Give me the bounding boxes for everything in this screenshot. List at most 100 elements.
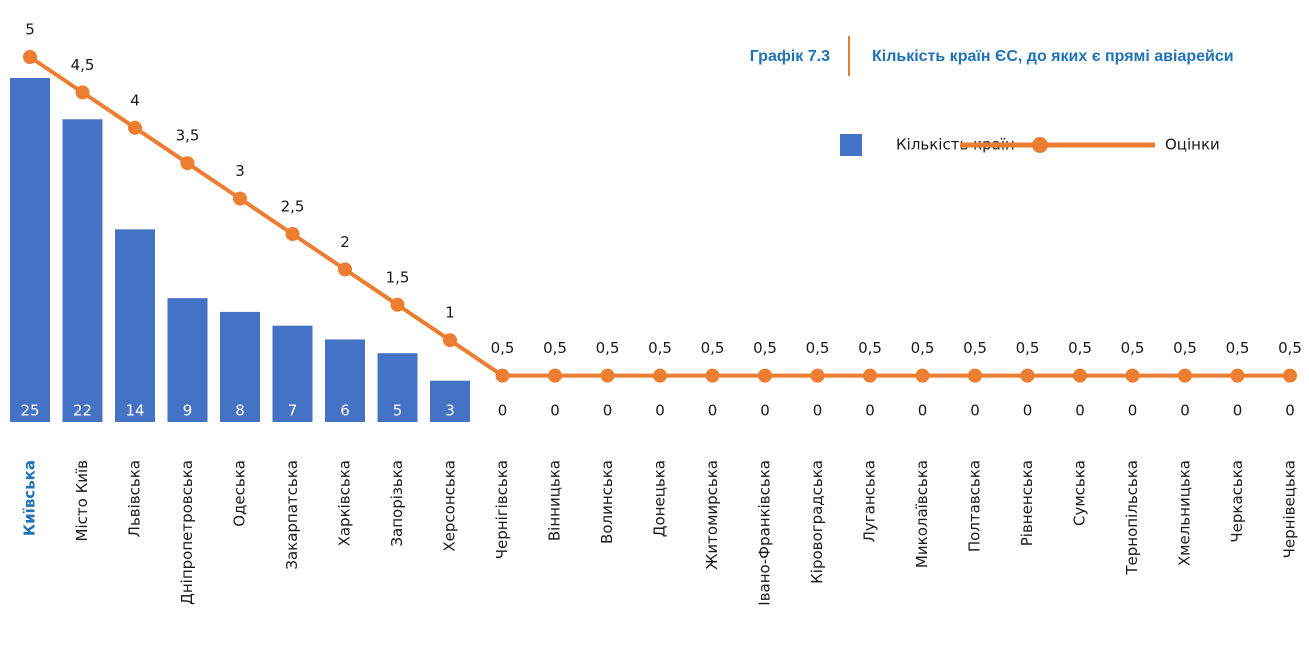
legend-label: Оцінки xyxy=(1165,136,1220,154)
x-tick-label: Житомирська xyxy=(703,460,721,570)
x-tick-label: Львівська xyxy=(126,460,144,537)
x-tick-label: Черкаська xyxy=(1228,460,1246,543)
bar xyxy=(115,229,155,422)
line-point xyxy=(443,333,457,348)
bar-value-label: 8 xyxy=(235,402,245,420)
line-value-label: 0,5 xyxy=(1278,339,1302,357)
line-point xyxy=(23,50,37,64)
line-point xyxy=(75,85,90,100)
x-tick-label: Рівненська xyxy=(1018,460,1036,546)
line-point xyxy=(653,368,667,383)
x-tick-label: Тернопільська xyxy=(1123,460,1141,576)
x-tick-label: Волинська xyxy=(598,460,616,544)
x-tick-label: Сумська xyxy=(1071,460,1089,526)
line-value-label: 0,5 xyxy=(701,339,725,357)
line-point xyxy=(233,191,247,206)
x-tick-label: Полтавська xyxy=(966,460,984,552)
x-tick-label: Хмельницька xyxy=(1176,460,1194,566)
line-value-label: 0,5 xyxy=(596,339,620,357)
bar xyxy=(272,325,313,422)
bar-value-label: 0 xyxy=(708,402,718,420)
bar-value-label: 0 xyxy=(655,402,665,420)
x-tick-label: Харківська xyxy=(336,460,354,546)
line-value-label: 0,5 xyxy=(1016,339,1040,357)
bar-value-label: 0 xyxy=(498,402,508,420)
bar-value-label: 22 xyxy=(73,402,92,420)
x-tick-label: Одеська xyxy=(231,460,249,527)
x-tick-label: Чернівецька xyxy=(1281,460,1299,558)
line-point xyxy=(180,156,195,171)
bar-value-label: 25 xyxy=(20,402,39,420)
line-value-label: 0,5 xyxy=(963,339,987,357)
bar-value-label: 0 xyxy=(1128,402,1138,420)
x-tick-label: Івано-Франківська xyxy=(756,460,774,606)
line-value-label: 0,5 xyxy=(806,339,830,357)
bar-value-label: 7 xyxy=(288,402,298,420)
bar-value-label: 0 xyxy=(865,402,875,420)
bar xyxy=(430,380,470,422)
bar xyxy=(10,78,50,422)
x-tick-label: Луганська xyxy=(861,460,879,542)
line-point xyxy=(548,368,562,383)
line-value-label: 0,5 xyxy=(491,339,515,357)
line-value-label: 4 xyxy=(130,91,140,109)
x-tick-label: Донецька xyxy=(651,460,669,537)
line-value-label: 0,5 xyxy=(858,339,882,357)
line-value-label: 0,5 xyxy=(1121,339,1145,357)
line-value-label: 0,5 xyxy=(543,339,567,357)
bar-value-label: 6 xyxy=(340,402,350,420)
line-point xyxy=(863,368,877,383)
line-value-label: 0,5 xyxy=(1173,339,1197,357)
line-point xyxy=(968,368,982,383)
legend-swatch xyxy=(840,134,862,156)
line-value-label: 2 xyxy=(340,233,350,251)
x-tick-label: Херсонська xyxy=(441,460,459,552)
line-value-label: 0,5 xyxy=(753,339,777,357)
bar-value-label: 9 xyxy=(183,402,193,420)
line-point xyxy=(915,368,930,383)
line-value-label: 3,5 xyxy=(176,127,200,145)
bar-value-label: 5 xyxy=(393,402,403,420)
line-value-label: 2,5 xyxy=(281,198,305,216)
line-point xyxy=(600,368,615,383)
line-point xyxy=(758,368,772,383)
line-point xyxy=(1283,368,1297,383)
line-point xyxy=(495,368,510,383)
line-value-label: 5 xyxy=(25,21,35,39)
bar-value-label: 0 xyxy=(918,402,928,420)
line-point xyxy=(285,227,300,241)
bar-value-label: 14 xyxy=(125,402,144,420)
bar xyxy=(325,339,365,422)
line-value-label: 1 xyxy=(445,304,455,322)
line-point xyxy=(1125,368,1140,383)
bar-value-label: 0 xyxy=(1023,402,1033,420)
line-point xyxy=(1230,368,1245,383)
x-tick-label: Кіровоградська xyxy=(808,460,826,584)
bar xyxy=(167,298,208,422)
bar-value-label: 0 xyxy=(1285,402,1295,420)
line-value-label: 1,5 xyxy=(386,268,410,286)
line-value-label: 4,5 xyxy=(71,56,95,74)
bar-value-label: 0 xyxy=(1233,402,1243,420)
line-point xyxy=(128,120,142,135)
x-tick-label: Чернігівська xyxy=(493,460,511,559)
line-value-label: 3 xyxy=(235,162,245,180)
bar-value-label: 3 xyxy=(445,402,455,420)
x-tick-label: Київська xyxy=(21,460,39,536)
line-value-label: 0,5 xyxy=(911,339,935,357)
bar-value-label: 0 xyxy=(1180,402,1190,420)
bar xyxy=(220,311,260,422)
line xyxy=(28,55,1290,378)
line-value-label: 0,5 xyxy=(1068,339,1092,357)
line-point xyxy=(390,297,405,312)
bar xyxy=(377,353,418,422)
x-tick-label: Вінницька xyxy=(546,460,564,541)
bar-value-label: 0 xyxy=(760,402,770,420)
line-value-label: 0,5 xyxy=(648,339,672,357)
chart-title: Кількість країн ЄС, до яких є прямі авіа… xyxy=(872,48,1234,65)
x-tick-label: Закарпатська xyxy=(283,460,301,570)
line-point xyxy=(810,368,825,383)
x-tick-label: Місто Київ xyxy=(73,460,91,541)
bar-value-label: 0 xyxy=(603,402,613,420)
